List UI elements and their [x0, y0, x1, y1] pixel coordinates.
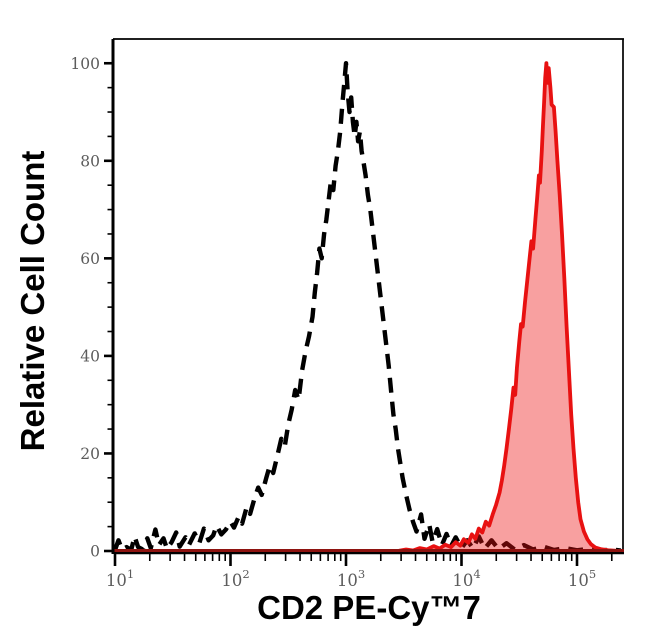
cd2-positive-fill: [399, 63, 624, 551]
y-axis-title: Relative Cell Count: [14, 151, 51, 452]
tick-labels-layer: 0 20 40 60 80 100 101 102 103 104 105: [70, 55, 596, 590]
x-tick-label: 102: [221, 567, 249, 590]
x-tick-label: 101: [106, 567, 134, 590]
x-tick-label: 104: [452, 567, 480, 590]
y-tick-label: 40: [80, 347, 100, 365]
x-axis-title: CD2 PE-Cy™7: [257, 589, 481, 626]
cd2-positive-curve: [398, 61, 624, 553]
y-tick-label: 60: [80, 250, 100, 268]
axes-layer: [111, 38, 624, 555]
ticks-layer: [104, 61, 613, 566]
x-tick-label: 103: [337, 567, 365, 590]
x-tick-label: 105: [568, 567, 596, 590]
y-tick-label: 100: [70, 55, 100, 73]
isotype-control-curve: [112, 61, 622, 553]
y-tick-label: 20: [80, 445, 100, 463]
curves-layer: [112, 61, 624, 553]
y-tick-label: 0: [90, 543, 100, 561]
y-tick-label: 80: [80, 152, 100, 170]
